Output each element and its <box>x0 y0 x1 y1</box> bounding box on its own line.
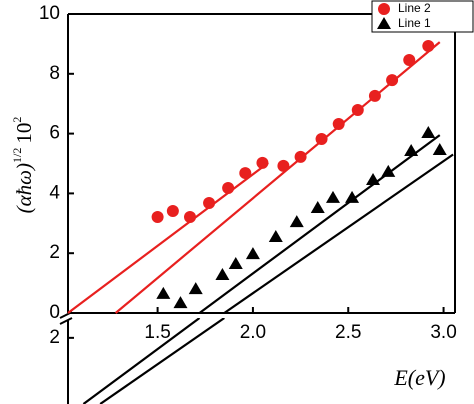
y-label-part: 1/2 <box>10 148 24 163</box>
x-tick-label: 2.0 <box>240 322 266 343</box>
point <box>366 172 381 185</box>
y-tick-label: 2 <box>49 242 60 263</box>
point <box>188 282 203 295</box>
x-tick-label: 3.0 <box>430 322 456 343</box>
point <box>315 132 328 145</box>
point <box>403 54 416 67</box>
y-label-part: 2 <box>10 117 24 123</box>
point <box>228 256 243 269</box>
point <box>173 296 188 309</box>
point <box>381 164 396 177</box>
x-label: E(eV) <box>393 365 445 390</box>
point <box>289 215 304 228</box>
point <box>351 103 364 116</box>
point <box>310 201 325 214</box>
point <box>325 190 340 203</box>
point <box>215 268 230 281</box>
point <box>421 126 436 139</box>
y-tick-label: 0 <box>49 302 60 323</box>
fit-extension <box>82 318 201 404</box>
point <box>386 74 399 87</box>
point <box>277 159 290 172</box>
y-label-part: (αħω) <box>12 163 36 213</box>
legend-label: Line 1 <box>398 16 431 30</box>
fit-line <box>114 41 441 314</box>
y-label: (αħω)1/2 102 <box>10 117 36 214</box>
point <box>345 190 360 203</box>
point <box>222 182 235 195</box>
fit-line <box>67 162 269 314</box>
lower-y-tick-label: 2 <box>49 327 60 348</box>
x-tick-label: 2.5 <box>335 322 361 343</box>
y-tick-label: 6 <box>49 123 60 144</box>
point <box>203 196 216 209</box>
point <box>184 211 197 224</box>
point <box>368 89 381 102</box>
point <box>332 118 345 131</box>
point <box>422 39 435 52</box>
point <box>268 230 283 243</box>
point <box>245 247 260 260</box>
y-tick-label: 10 <box>39 3 60 24</box>
x-tick-label: 1.5 <box>144 322 170 343</box>
point <box>239 167 252 180</box>
y-tick-label: 8 <box>49 63 60 84</box>
point <box>166 205 179 218</box>
y-tick-label: 4 <box>49 182 60 203</box>
fit-line <box>198 134 441 314</box>
legend-label: Line 2 <box>398 1 431 15</box>
point <box>151 211 164 224</box>
point <box>432 143 447 156</box>
point <box>156 286 171 299</box>
fit-extension <box>99 318 225 404</box>
legend-marker <box>377 17 391 29</box>
axis-break <box>59 317 73 325</box>
y-label-part: 10 <box>12 123 36 144</box>
point <box>256 156 269 169</box>
axes-frame <box>59 13 456 404</box>
point <box>404 143 419 156</box>
point <box>294 150 307 163</box>
fit-line <box>223 153 454 314</box>
legend-marker <box>378 3 390 15</box>
